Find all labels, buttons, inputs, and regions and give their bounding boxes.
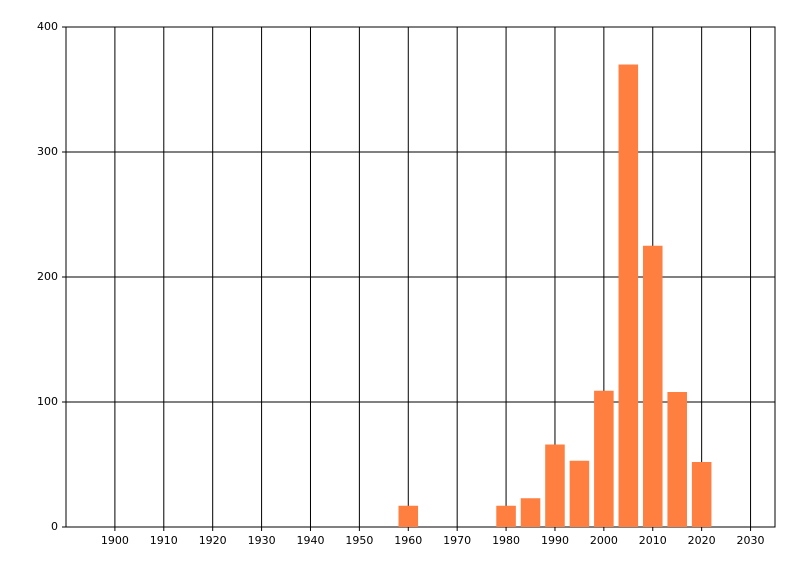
bar (642, 245, 663, 527)
bar (496, 505, 516, 527)
y-tick-label: 0 (51, 520, 58, 533)
x-tick-label: 1910 (150, 534, 178, 547)
bar (618, 64, 639, 527)
x-tick-label: 1990 (541, 534, 569, 547)
y-tick-label: 100 (37, 395, 58, 408)
y-tick-label: 400 (37, 20, 58, 33)
bar (594, 390, 614, 527)
x-tick-label: 2010 (639, 534, 667, 547)
bar (520, 498, 541, 527)
x-tick-label: 2000 (590, 534, 618, 547)
y-tick-label: 300 (37, 145, 58, 158)
x-tick-label: 1950 (345, 534, 373, 547)
x-tick-label: 1920 (199, 534, 227, 547)
x-tick-label: 1970 (443, 534, 471, 547)
x-tick-label: 1960 (394, 534, 422, 547)
bar (667, 392, 687, 527)
bar (398, 505, 419, 527)
x-tick-label: 1980 (492, 534, 520, 547)
bar (569, 460, 590, 527)
y-tick-label: 200 (37, 270, 58, 283)
bar (691, 462, 712, 527)
x-tick-label: 1900 (101, 534, 129, 547)
x-tick-label: 1940 (296, 534, 324, 547)
bar (545, 444, 565, 527)
x-tick-label: 2030 (737, 534, 765, 547)
x-tick-label: 1930 (248, 534, 276, 547)
x-tick-label: 2020 (688, 534, 716, 547)
